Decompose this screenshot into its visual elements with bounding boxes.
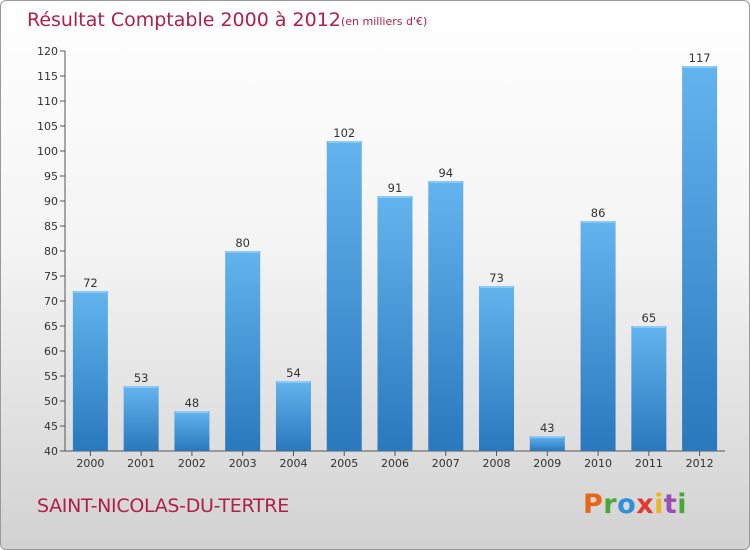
data-label: 117	[689, 51, 711, 65]
y-tick-label: 115	[37, 70, 58, 83]
x-tick-label: 2002	[178, 457, 206, 470]
y-tick-label: 40	[44, 445, 58, 458]
x-tick-label: 2000	[76, 457, 104, 470]
x-tick-label: 2010	[584, 457, 612, 470]
bar	[682, 66, 718, 451]
y-tick-label: 100	[37, 145, 58, 158]
bars	[72, 66, 718, 451]
x-tick-label: 2004	[279, 457, 307, 470]
y-tick-label: 45	[44, 420, 58, 433]
bar-highlight	[378, 196, 412, 198]
x-tick-label: 2008	[483, 457, 511, 470]
data-label: 102	[333, 126, 355, 140]
y-tick-label: 120	[37, 45, 58, 58]
logo-letter: i	[654, 489, 664, 520]
bar-highlight	[480, 286, 514, 288]
y-tick-label: 105	[37, 120, 58, 133]
proxiti-logo: Proxiti	[583, 489, 687, 520]
y-tick-label: 75	[44, 270, 58, 283]
y-tick-label: 80	[44, 245, 58, 258]
x-tick-label: 2006	[381, 457, 409, 470]
logo-letter: r	[603, 489, 618, 520]
x-tick-label: 2005	[330, 457, 358, 470]
bar-highlight	[276, 381, 310, 383]
chart-subtitle: (en milliers d'€)	[341, 15, 427, 28]
data-labels: 72 53 48 80 54 102 91 94 73 43 86 65 117	[83, 51, 711, 435]
y-tick-label: 55	[44, 370, 58, 383]
y-tick-label: 65	[44, 320, 58, 333]
logo-letter: t	[663, 489, 678, 520]
y-tick-label: 95	[44, 170, 58, 183]
data-label: 54	[286, 366, 301, 380]
commune-name: SAINT-NICOLAS-DU-TERTRE	[37, 495, 289, 517]
chart-title: Résultat Comptable 2000 à 2012	[27, 9, 341, 31]
bar	[428, 181, 464, 451]
bar	[326, 141, 362, 451]
data-label: 94	[438, 166, 453, 180]
y-tick-label: 70	[44, 295, 58, 308]
data-label: 73	[489, 271, 504, 285]
bar-highlight	[124, 386, 158, 388]
logo-letter: P	[583, 489, 604, 520]
data-label: 48	[185, 396, 200, 410]
data-label: 43	[540, 421, 555, 435]
axes: 40 45 50 55 60 65 70 75 80 85 90 95 100 105 110 115 120 2…	[37, 45, 725, 470]
bar	[631, 326, 667, 451]
bar-highlight	[175, 411, 209, 413]
bar	[72, 291, 108, 451]
x-tick-label: 2001	[127, 457, 155, 470]
logo-letter: i	[677, 489, 688, 520]
x-tick-label: 2009	[533, 457, 561, 470]
y-tick-label: 110	[37, 95, 58, 108]
bar-highlight	[429, 181, 463, 183]
y-tick-label: 60	[44, 345, 58, 358]
bar-highlight	[530, 436, 564, 438]
bar	[377, 196, 413, 451]
bar-highlight	[683, 66, 717, 68]
data-label: 65	[642, 311, 657, 325]
bar-highlight	[226, 251, 260, 253]
data-label: 86	[591, 206, 606, 220]
bar-highlight	[581, 221, 615, 223]
bar-highlight	[327, 141, 361, 143]
bar	[275, 381, 311, 451]
bar-highlight	[632, 326, 666, 328]
y-tick-label: 90	[44, 195, 58, 208]
x-tick-label: 2007	[432, 457, 460, 470]
y-tick-label: 85	[44, 220, 58, 233]
data-label: 91	[388, 181, 403, 195]
bar	[225, 251, 261, 451]
bar	[174, 411, 210, 451]
x-tick-label: 2012	[686, 457, 714, 470]
logo-letter: x	[636, 489, 655, 520]
bar-highlight	[73, 291, 107, 293]
bar	[479, 286, 515, 451]
bar	[123, 386, 159, 451]
y-tick-label: 50	[44, 395, 58, 408]
bar	[580, 221, 616, 451]
x-tick-label: 2011	[635, 457, 663, 470]
data-label: 72	[83, 276, 98, 290]
data-label: 80	[235, 236, 250, 250]
logo-letter: o	[617, 489, 637, 520]
bar	[529, 436, 565, 451]
x-tick-label: 2003	[229, 457, 257, 470]
data-label: 53	[134, 371, 149, 385]
